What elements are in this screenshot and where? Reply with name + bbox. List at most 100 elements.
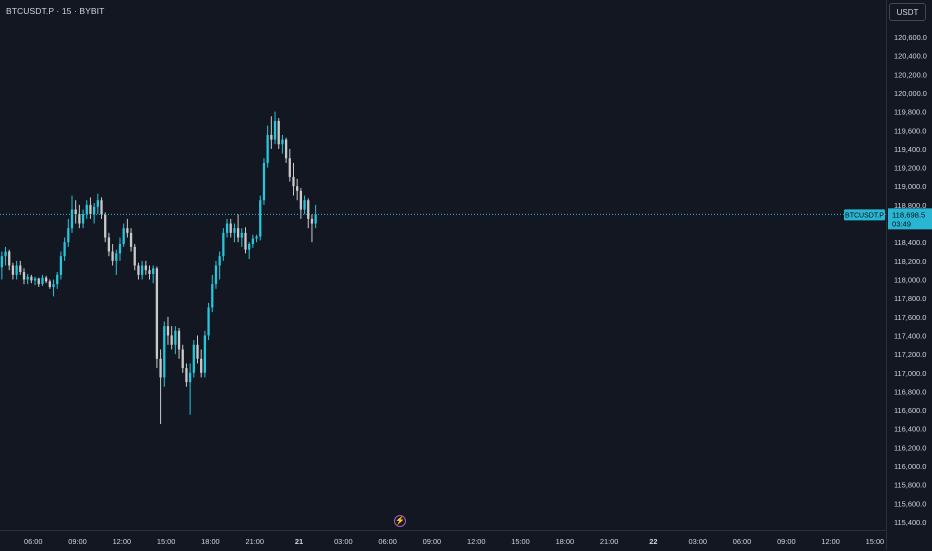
price-tick-label: 116,800.0 xyxy=(894,387,926,396)
candle-body xyxy=(22,272,26,280)
candle-body xyxy=(70,209,74,229)
time-tick-label: 06:00 xyxy=(24,537,43,546)
time-tick-label: 18:00 xyxy=(556,537,575,546)
time-tick-label: 09:00 xyxy=(423,537,442,546)
bar-countdown: 03:49 xyxy=(892,219,911,228)
candle-body xyxy=(277,120,280,145)
price-tick-label: 119,600.0 xyxy=(894,126,926,135)
candle-body xyxy=(292,176,295,187)
price-tick-label: 119,000.0 xyxy=(894,182,926,191)
candle-body xyxy=(152,268,155,274)
time-tick-label: 09:00 xyxy=(68,537,87,546)
price-tick-label: 117,200.0 xyxy=(894,350,926,359)
time-tick-label: 03:00 xyxy=(334,537,353,546)
candle-body xyxy=(192,344,195,373)
price-tick-label: 117,400.0 xyxy=(894,331,926,340)
time-tick-label: 12:00 xyxy=(821,537,840,546)
currency-button[interactable]: USDT xyxy=(889,3,926,21)
candle-body xyxy=(229,223,232,233)
candle-body xyxy=(155,268,159,359)
candle-body xyxy=(218,256,221,266)
candle-body xyxy=(273,120,277,140)
candle-body xyxy=(203,335,207,373)
price-tick-label: 118,200.0 xyxy=(894,257,926,266)
price-tick-label: 116,000.0 xyxy=(894,462,926,471)
time-tick-label: 15:00 xyxy=(866,537,885,546)
candlestick-plot[interactable]: BTCUSDT.P xyxy=(0,0,886,530)
price-tick-label: 115,600.0 xyxy=(894,499,926,508)
candle-body xyxy=(266,134,269,163)
time-tick-label: 18:00 xyxy=(201,537,220,546)
price-scale-labels: 120,600.0 120,400.0 120,200.0 120,000.0 119,… xyxy=(888,33,932,527)
time-tick-label: 09:00 xyxy=(777,537,796,546)
candle-body xyxy=(8,251,11,266)
candle-body xyxy=(104,214,107,238)
candle-body xyxy=(248,244,251,250)
candle-body xyxy=(89,204,92,215)
candle-body xyxy=(133,246,136,266)
candle-body xyxy=(92,206,96,215)
price-line-symbol-tag: BTCUSDT.P xyxy=(844,209,885,221)
candle-body xyxy=(45,277,48,282)
candle-body xyxy=(140,265,144,275)
price-tick-label: 116,600.0 xyxy=(894,406,926,415)
price-tick-label: 117,000.0 xyxy=(894,369,926,378)
candle-body xyxy=(30,276,33,281)
candle-body xyxy=(284,139,288,159)
candle-body xyxy=(0,256,3,268)
time-tick-label: 21:00 xyxy=(600,537,619,546)
flash-icon[interactable]: ⚡ xyxy=(394,515,406,527)
price-tick-label: 120,600.0 xyxy=(894,33,927,42)
price-tick-label: 117,600.0 xyxy=(894,313,926,322)
candle-body xyxy=(270,134,273,140)
candle-body xyxy=(129,232,133,247)
candle-body xyxy=(222,232,225,257)
candle-body xyxy=(244,232,247,250)
candle-body xyxy=(63,242,66,257)
time-tick-label: 12:00 xyxy=(467,537,486,546)
price-tick-label: 115,800.0 xyxy=(894,481,926,490)
candle-body xyxy=(59,256,63,275)
candle-body xyxy=(107,237,111,252)
time-tick-label: 15:00 xyxy=(511,537,530,546)
candle-body xyxy=(314,214,317,224)
candle-body xyxy=(299,190,303,210)
price-tick-label: 119,400.0 xyxy=(894,145,926,154)
price-tick-label: 118,800.0 xyxy=(894,201,926,210)
candle-body xyxy=(225,223,229,233)
candle-body xyxy=(307,200,310,219)
candle-body xyxy=(115,253,118,261)
candle-body xyxy=(163,326,166,378)
candle-body xyxy=(236,228,240,238)
candle-body xyxy=(181,349,184,369)
candle-body xyxy=(211,284,214,308)
price-tick-label: 117,800.0 xyxy=(894,294,926,303)
candle-body xyxy=(255,236,258,239)
candle-body xyxy=(137,265,140,275)
current-price-badge: 118,698.503:49 xyxy=(888,208,932,230)
candle-body xyxy=(281,139,284,145)
candle-body xyxy=(11,265,15,275)
candle-body xyxy=(200,358,203,373)
price-scale[interactable]: 120,600.0 120,400.0 120,200.0 120,000.0 119,… xyxy=(886,0,932,550)
time-tick-label: 22 xyxy=(649,537,657,546)
candle-body xyxy=(126,228,129,233)
candle-body xyxy=(207,307,210,336)
candle-body xyxy=(185,368,188,383)
candle-body xyxy=(188,372,192,383)
candle-body xyxy=(214,265,218,285)
time-tick-label: 21:00 xyxy=(245,537,264,546)
price-tick-label: 118,400.0 xyxy=(894,238,926,247)
price-tick-label: 120,400.0 xyxy=(894,52,927,61)
candle-body xyxy=(288,158,291,177)
symbol-title[interactable]: BTCUSDT.P · 15 · BYBIT xyxy=(6,6,105,16)
candle-body xyxy=(310,218,314,224)
price-tick-label: 115,400.0 xyxy=(894,518,926,527)
candle-body xyxy=(118,244,122,254)
candle-body xyxy=(303,200,306,210)
candle-body xyxy=(174,330,177,345)
time-scale[interactable]: 06:00 09:00 12:00 15:00 18:00 21:00 21 03:00 06:… xyxy=(0,530,886,550)
chart-pane[interactable]: BTCUSDT.P xyxy=(0,0,886,530)
candle-body xyxy=(52,284,55,287)
time-tick-label: 06:00 xyxy=(733,537,752,546)
